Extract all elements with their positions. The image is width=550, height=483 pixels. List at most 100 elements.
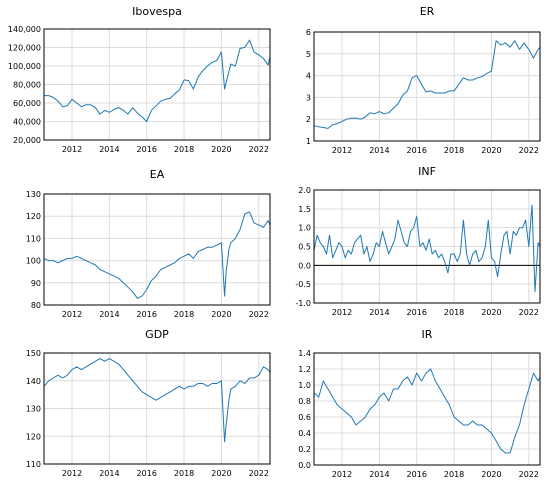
- y-tick-label: 120,000: [8, 44, 41, 53]
- x-tick-label: 2022: [519, 308, 539, 317]
- y-tick-label: 6: [306, 28, 311, 37]
- y-tick-label: 120: [26, 212, 41, 221]
- y-tick-label: 140,000: [8, 25, 41, 34]
- x-tick-label: 2014: [99, 145, 119, 154]
- panel-gdp: GDP 2012 2014 2016 2018 2020 2022 110 120 130 140 1…: [26, 328, 271, 478]
- x-tick-label: 2020: [481, 470, 501, 479]
- y-tick-label: 150: [26, 349, 41, 358]
- x-tick-label: 2012: [62, 145, 82, 154]
- y-tick-label: 2.0: [298, 186, 311, 195]
- x-tick-label: 2022: [249, 145, 269, 154]
- y-tick-label: 80: [31, 301, 41, 310]
- y-tick-label: 90: [31, 279, 41, 288]
- plot-frame: [313, 31, 541, 142]
- panel-ea: EA 2012 2014 2016 2018 2020 2022 80 90 100 110 120 1…: [26, 168, 271, 319]
- y-tick-label: 4: [306, 72, 311, 81]
- panel-title-ea: EA: [150, 168, 165, 181]
- x-tick-label: 2018: [174, 310, 194, 319]
- x-tick-label: 2012: [62, 310, 82, 319]
- series-line-gdp: [43, 358, 271, 443]
- y-tick-label: 120: [26, 432, 41, 441]
- series-line-ibovespa: [44, 39, 271, 122]
- x-tick-label: 2016: [407, 146, 427, 155]
- x-tick-label: 2018: [174, 469, 194, 478]
- x-tick-label: 2020: [211, 469, 231, 478]
- y-tick-label: 130: [26, 405, 41, 414]
- y-tick-label: 3: [306, 93, 311, 102]
- y-tick-label: 40,000: [13, 118, 41, 127]
- x-tick-label: 2014: [99, 310, 119, 319]
- y-tick-label: 1.5: [298, 205, 311, 214]
- plot-frame: [43, 28, 271, 141]
- y-tick-label: 0.2: [298, 445, 311, 454]
- y-tick-label: 1.4: [298, 349, 311, 358]
- x-tick-label: 2022: [249, 469, 269, 478]
- x-tick-label: 2022: [519, 146, 539, 155]
- x-tick-label: 2020: [211, 310, 231, 319]
- y-tick-label: 0.5: [298, 243, 311, 252]
- series-line-er: [313, 40, 541, 129]
- y-tick-label: 1.0: [298, 381, 311, 390]
- panel-title-ibovespa: Ibovespa: [132, 5, 182, 18]
- x-tick-label: 2020: [481, 146, 501, 155]
- x-tick-label: 2016: [407, 470, 427, 479]
- x-tick-label: 2022: [249, 310, 269, 319]
- y-tick-label: 5: [306, 50, 311, 59]
- x-tick-label: 2012: [62, 469, 82, 478]
- x-tick-label: 2018: [174, 145, 194, 154]
- y-tick-label: 100,000: [8, 62, 41, 71]
- x-tick-label: 2014: [369, 470, 389, 479]
- x-tick-label: 2020: [481, 308, 501, 317]
- y-tick-label: 2: [306, 115, 311, 124]
- y-tick-label: -1.0: [295, 299, 311, 308]
- plot-frame: [43, 193, 271, 306]
- y-tick-label: 110: [26, 460, 41, 469]
- x-tick-label: 2012: [332, 470, 352, 479]
- x-tick-label: 2014: [369, 308, 389, 317]
- panel-title-er: ER: [420, 5, 435, 18]
- y-tick-label: 0.8: [298, 397, 311, 406]
- x-tick-label: 2020: [211, 145, 231, 154]
- y-tick-label: 1: [306, 137, 311, 146]
- x-tick-label: 2018: [444, 470, 464, 479]
- y-tick-label: 100: [26, 257, 41, 266]
- x-tick-label: 2022: [519, 470, 539, 479]
- y-tick-label: 0.0: [298, 461, 311, 470]
- y-tick-label: -0.5: [295, 280, 311, 289]
- panel-ir: IR 2012 2014 2016 2018 2020 2022 0.0 0.2 0.4 0.6 0.…: [298, 328, 541, 479]
- x-tick-label: 2018: [444, 308, 464, 317]
- x-tick-label: 2014: [99, 469, 119, 478]
- y-tick-label: 20,000: [13, 136, 41, 145]
- x-tick-label: 2016: [137, 145, 157, 154]
- y-tick-label: 0.4: [298, 429, 311, 438]
- series-line-ea: [43, 211, 271, 299]
- plot-frame: [313, 189, 541, 304]
- plot-frame: [43, 352, 271, 465]
- x-tick-label: 2016: [407, 308, 427, 317]
- y-tick-label: 140: [26, 377, 41, 386]
- panel-ibovespa: Ibovespa 2012 2014 2016 2018 2020 2022 20,000 40…: [8, 5, 271, 154]
- y-tick-label: 0.0: [298, 261, 311, 270]
- x-tick-label: 2016: [137, 469, 157, 478]
- x-tick-label: 2018: [444, 146, 464, 155]
- y-tick-label: 80,000: [13, 81, 41, 90]
- y-tick-label: 1.0: [298, 224, 311, 233]
- panel-title-gdp: GDP: [145, 328, 169, 341]
- panel-inf: INF 2012 2014 2016 2018 2020 2022 -1.0 -0.5 0.0 0.…: [295, 165, 541, 317]
- panel-title-ir: IR: [422, 328, 433, 341]
- plot-frame: [313, 352, 541, 466]
- y-tick-label: 1.2: [298, 365, 311, 374]
- x-tick-label: 2012: [332, 146, 352, 155]
- y-tick-label: 130: [26, 190, 41, 199]
- x-tick-label: 2016: [137, 310, 157, 319]
- panel-title-inf: INF: [418, 165, 436, 178]
- panel-er: ER 2012 2014 2016 2018 2020 2022 1 2 3 4 5 6: [306, 5, 541, 155]
- x-tick-label: 2012: [332, 308, 352, 317]
- x-tick-label: 2014: [369, 146, 389, 155]
- series-line-ir: [313, 368, 541, 454]
- y-tick-label: 60,000: [13, 99, 41, 108]
- y-tick-label: 0.6: [298, 413, 311, 422]
- series-line-inf: [313, 204, 541, 293]
- y-tick-label: 110: [26, 234, 41, 243]
